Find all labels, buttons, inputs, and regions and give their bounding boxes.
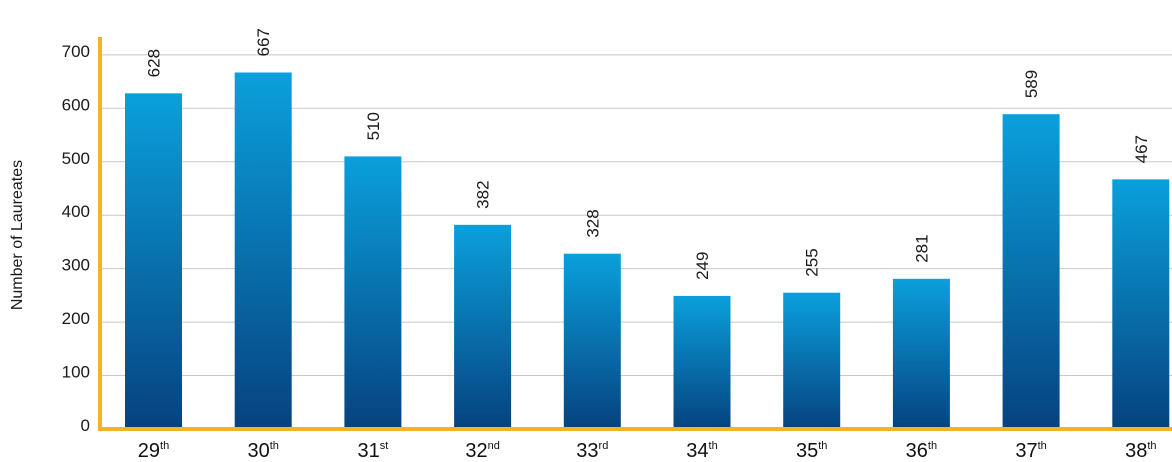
x-tick-suffix: th <box>270 440 279 452</box>
x-tick-label: 34th <box>686 440 717 462</box>
value-label: 255 <box>803 248 822 276</box>
value-label: 382 <box>474 180 493 208</box>
y-tick-label: 200 <box>62 309 90 328</box>
x-tick-number: 29 <box>138 440 160 462</box>
y-tick-label: 0 <box>81 416 90 435</box>
y-tick-label: 100 <box>62 363 90 382</box>
x-tick-label: 35th <box>796 440 827 462</box>
x-tick-label: 36th <box>906 440 937 462</box>
x-tick-label: 29th <box>138 440 169 462</box>
bar-30 <box>234 72 292 430</box>
bar-34 <box>673 295 731 429</box>
x-tick-suffix: th <box>1147 440 1156 452</box>
x-tick-suffix: st <box>380 440 389 452</box>
x-tick-suffix: th <box>818 440 827 452</box>
x-tick-suffix: rd <box>599 440 609 452</box>
x-tick-number: 30 <box>247 440 269 462</box>
x-tick-suffix: th <box>160 440 169 452</box>
value-label: 249 <box>693 252 712 280</box>
bar-29 <box>125 93 182 430</box>
x-tick-suffix: nd <box>488 440 500 452</box>
y-tick-label: 600 <box>62 95 90 114</box>
y-tick-label: 300 <box>62 256 90 275</box>
bar-31 <box>344 156 402 429</box>
value-label: 328 <box>583 209 602 237</box>
x-tick-number: 34 <box>686 440 708 462</box>
x-tick-number: 37 <box>1015 440 1037 462</box>
x-tick-number: 32 <box>465 440 487 462</box>
value-label: 510 <box>364 112 383 140</box>
x-axis-labels: 29th 30th 31st 32nd 33rd 34th 35th 36th 37th 38th <box>138 440 1157 462</box>
axes <box>98 37 1172 431</box>
y-tick-label: 700 <box>62 42 90 61</box>
x-tick-number: 33 <box>576 440 598 462</box>
x-tick-label: 32nd <box>465 440 500 462</box>
bar-32 <box>454 224 512 429</box>
y-axis-ticks: 0 100 200 300 400 500 600 700 <box>62 42 90 435</box>
x-tick-suffix: th <box>1038 440 1047 452</box>
bar-37 <box>1002 114 1060 429</box>
y-tick-label: 500 <box>62 149 90 168</box>
value-label: 628 <box>145 49 164 77</box>
value-label: 467 <box>1132 135 1151 163</box>
y-tick-label: 400 <box>62 202 90 221</box>
x-tick-number: 31 <box>357 440 379 462</box>
bar-35 <box>783 292 841 429</box>
x-tick-suffix: th <box>928 440 937 452</box>
x-tick-number: 36 <box>906 440 928 462</box>
x-tick-label: 30th <box>247 440 278 462</box>
value-label: 281 <box>912 234 931 262</box>
value-label: 667 <box>254 28 273 56</box>
value-labels: 628 667 510 382 328 249 255 281 589 467 <box>145 28 1151 280</box>
x-tick-number: 35 <box>796 440 818 462</box>
y-axis-title: Number of Laureates <box>9 160 26 310</box>
bar-33 <box>563 253 621 429</box>
x-tick-label: 31st <box>357 440 388 462</box>
bar-38 <box>1112 179 1170 429</box>
bars <box>125 72 1170 430</box>
x-tick-label: 38th <box>1125 440 1156 462</box>
value-label: 589 <box>1022 70 1041 98</box>
x-tick-label: 33rd <box>576 440 608 462</box>
x-tick-suffix: th <box>709 440 718 452</box>
x-tick-label: 37th <box>1015 440 1046 462</box>
bar-36 <box>892 278 950 429</box>
x-tick-number: 38 <box>1125 440 1147 462</box>
